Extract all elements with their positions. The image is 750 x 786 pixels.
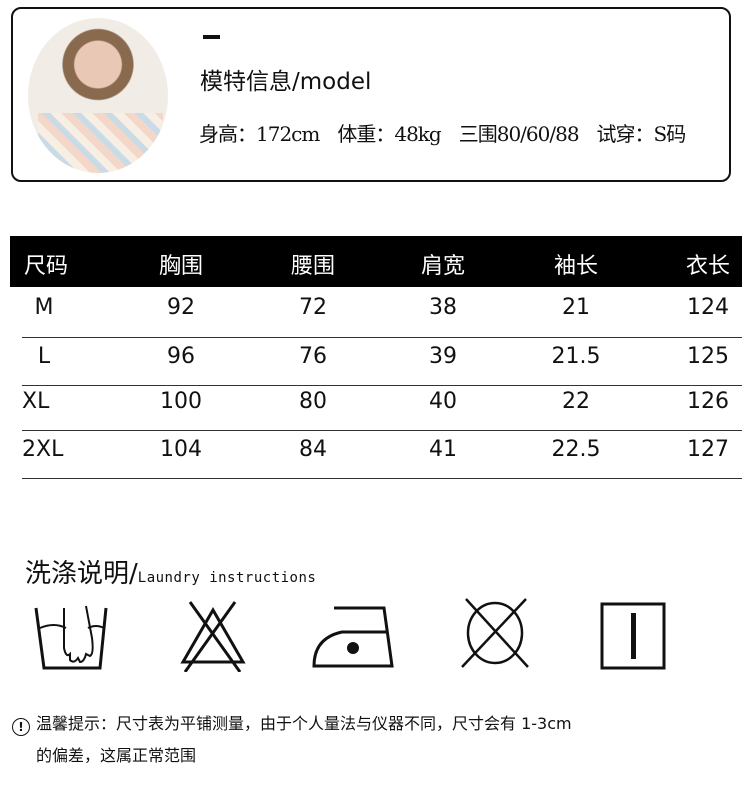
model-avatar <box>28 18 168 173</box>
laundry-title: 洗涤说明/Laundry instructions <box>25 553 316 590</box>
size-cell: XL <box>22 389 50 414</box>
size-cell: M <box>34 295 54 320</box>
note-line-2: 的偏差，这属正常范围 <box>36 746 197 765</box>
measure-cell: 39 <box>429 344 457 369</box>
size-cell: L <box>37 344 51 369</box>
table-row: L 96 76 39 21.5 125 <box>22 338 742 386</box>
laundry-title-en: Laundry instructions <box>137 570 317 586</box>
measure-cell: 125 <box>687 344 729 369</box>
header-shoulder: 肩宽 <box>420 254 466 279</box>
size-table-header: 尺码 胸围 腰围 肩宽 袖长 衣长 <box>10 236 742 287</box>
note-line-1: 温馨提示：尺寸表为平铺测量，由于个人量法与仪器不同，尺寸会有 1-3cm <box>36 714 572 733</box>
measure-cell: 126 <box>687 389 729 414</box>
model-title: 模特信息/model <box>200 69 372 95</box>
measure-cell: 80 <box>299 389 327 414</box>
measure-cell: 124 <box>687 295 729 320</box>
measure-cell: 96 <box>167 344 195 369</box>
header-length: 衣长 <box>685 254 731 279</box>
measure-cell: 84 <box>299 437 327 462</box>
model-measurements: 三围80/60/88 <box>458 122 580 146</box>
measure-cell: 21 <box>562 295 590 320</box>
measure-cell: 104 <box>160 437 202 462</box>
hand-wash-icon <box>34 605 108 670</box>
laundry-title-cn: 洗涤说明/ <box>25 559 138 589</box>
measure-cell: 22.5 <box>551 437 601 462</box>
do-not-bleach-icon <box>180 601 246 672</box>
measure-cell: 72 <box>299 295 327 320</box>
model-stats: 身高：172cm 体重：48kg 三围80/60/88 试穿：S码 <box>199 118 703 147</box>
header-size: 尺码 <box>24 254 69 279</box>
model-weight: 体重：48kg <box>337 122 441 146</box>
header-bust: 胸围 <box>158 254 204 279</box>
table-row: XL 100 80 40 22 126 <box>22 383 742 431</box>
measure-cell: 76 <box>299 344 327 369</box>
model-info-card <box>11 7 731 182</box>
title-dash <box>203 35 220 39</box>
line-dry-icon <box>600 602 666 670</box>
measure-cell: 41 <box>429 437 457 462</box>
measure-cell: 40 <box>429 389 457 414</box>
do-not-tumble-dry-icon <box>461 598 529 668</box>
measure-cell: 22 <box>562 389 590 414</box>
iron-medium-icon <box>312 606 394 668</box>
sizing-note: ! 温馨提示：尺寸表为平铺测量，由于个人量法与仪器不同，尺寸会有 1-3cm 的偏… <box>12 708 572 772</box>
measure-cell: 127 <box>687 437 729 462</box>
model-height: 身高：172cm <box>199 122 320 146</box>
size-cell: 2XL <box>22 437 64 462</box>
table-row: M 92 72 38 21 124 <box>22 290 742 338</box>
measure-cell: 38 <box>429 295 457 320</box>
model-size-worn: 试穿：S码 <box>596 122 687 146</box>
header-waist: 腰围 <box>290 254 336 279</box>
measure-cell: 100 <box>160 389 202 414</box>
warning-icon: ! <box>12 718 30 736</box>
measure-cell: 92 <box>167 295 195 320</box>
measure-cell: 21.5 <box>551 344 601 369</box>
header-sleeve: 袖长 <box>553 254 599 279</box>
table-row: 2XL 104 84 41 22.5 127 <box>22 431 742 479</box>
